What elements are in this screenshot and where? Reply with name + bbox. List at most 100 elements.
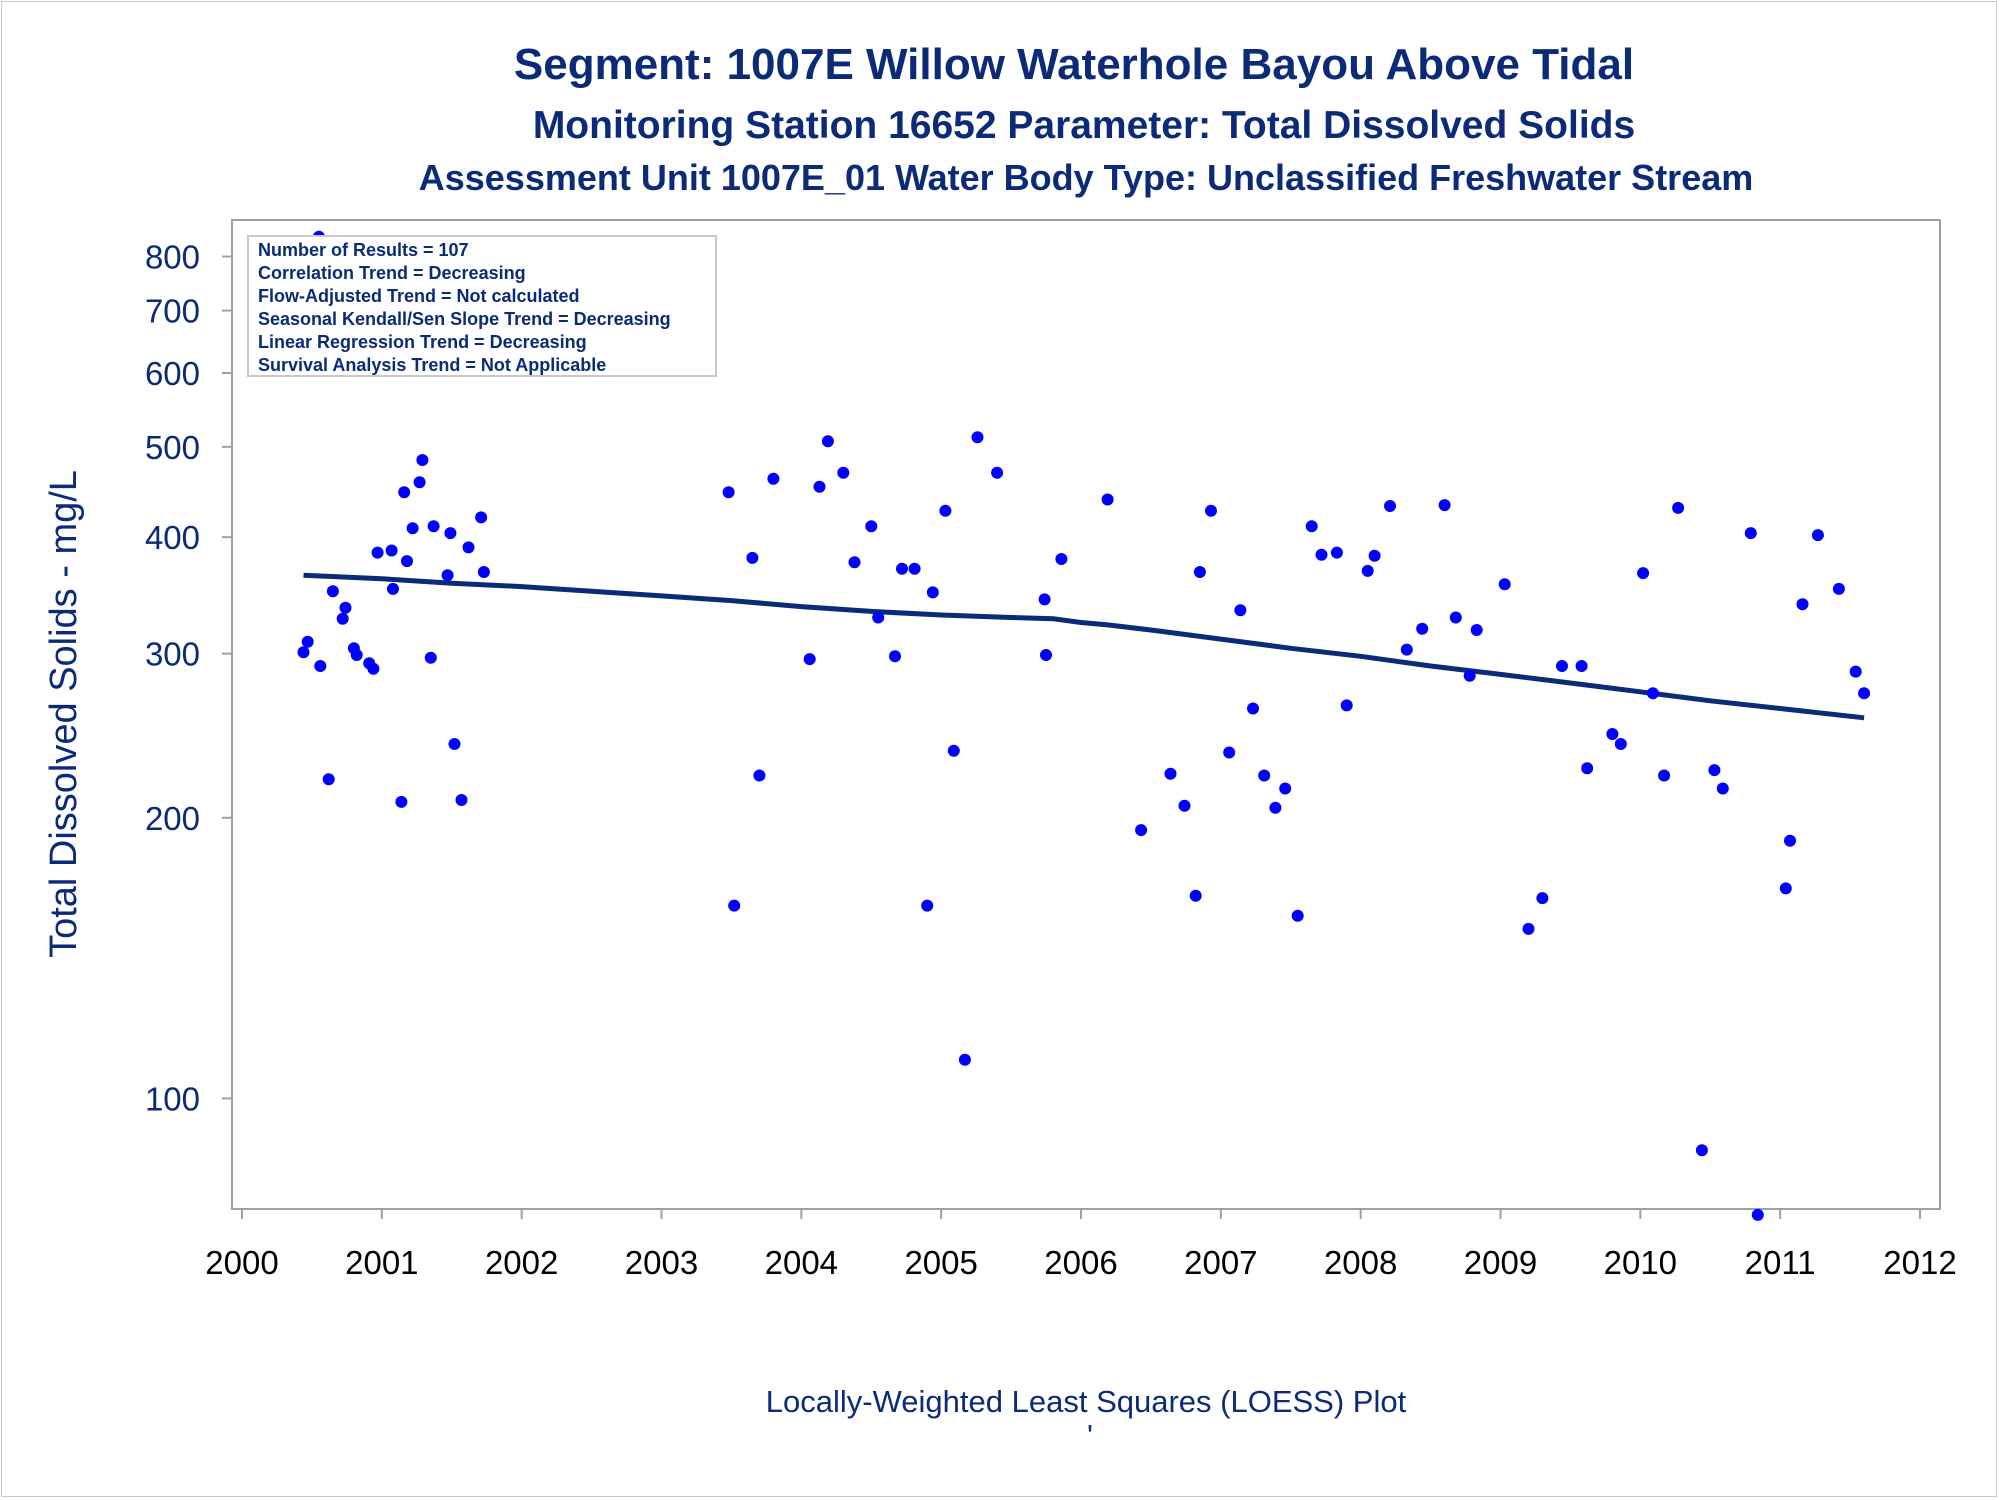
data-point [387,582,399,595]
x-tick-label: 2000 [205,1244,278,1281]
data-point [1234,604,1247,617]
data-point [455,794,468,806]
data-point [728,899,741,912]
data-point [767,472,780,485]
x-tick-label: 2006 [1044,1244,1117,1281]
data-point [1606,728,1619,740]
data-point [336,612,349,625]
data-point [1135,824,1148,837]
data-point [1055,553,1068,565]
data-point [1305,520,1318,533]
chart-subtitle-2: Assessment Unit 1007E_01 Water Body Type… [419,157,1754,198]
data-point [1744,527,1757,540]
data-point [350,649,363,661]
data-point [401,555,413,568]
data-point [1101,493,1114,506]
data-point [1400,643,1413,656]
data-point [1247,702,1259,715]
data-point [921,899,934,912]
x-tick-label: 2012 [1883,1244,1956,1281]
data-point [1193,566,1206,578]
data-point [1498,578,1511,591]
data-point [371,546,384,559]
stats-line-flow-adjusted: Flow-Adjusted Trend = Not calculated [258,286,580,306]
data-point [339,601,352,614]
data-point [939,504,952,517]
data-point [448,738,461,750]
y-tick-label: 600 [145,355,200,392]
plot-area [231,219,1941,1210]
data-point [427,520,440,533]
data-point [947,744,960,757]
data-point [1658,769,1671,782]
data-point [803,653,816,666]
data-point [301,635,314,648]
x-tick-label: 2002 [485,1244,558,1281]
data-point [971,431,984,444]
stats-line-survival: Survival Analysis Trend = Not Applicable [258,355,606,375]
y-axis-label: Total Dissolved Solids - mg/L [43,470,85,958]
data-point [1178,799,1191,812]
y-tick-label: 800 [145,239,200,276]
y-tick-label: 200 [145,800,200,837]
chart-subtitle: Monitoring Station 16652 Parameter: Tota… [533,104,1635,147]
data-point [872,611,885,624]
footnote-mark: ' [1087,1418,1093,1453]
data-point [1779,882,1792,895]
data-point [1858,687,1871,700]
data-point [413,476,426,489]
data-point [889,650,901,663]
data-point [1340,699,1353,712]
data-point [1849,665,1862,678]
data-point [444,527,457,540]
data-point [813,480,826,493]
data-point [416,454,429,466]
points-layer [297,230,1871,1221]
data-point [406,522,419,535]
data-point [1556,660,1568,672]
data-point [991,466,1004,479]
y-tick-label: 500 [145,429,200,466]
data-point [1463,669,1476,682]
chart-footnote: Locally-Weighted Least Squares (LOESS) P… [766,1384,1407,1419]
data-point [958,1053,971,1066]
data-point [1522,922,1535,935]
data-point [314,660,327,672]
data-point [865,520,878,533]
stats-line-seasonal-kendall: Seasonal Kendall/Sen Slope Trend = Decre… [258,309,671,329]
data-point [1751,1208,1764,1221]
data-point [398,486,411,499]
y-tick-label: 300 [145,636,200,673]
data-point [1038,593,1051,606]
trend-layer [303,572,1865,721]
data-point [837,466,850,479]
data-point [746,551,759,564]
data-point [1637,567,1650,580]
data-point [1784,834,1796,847]
data-point [1361,564,1374,577]
chart-title: Segment: 1007E Willow Waterhole Bayou Ab… [514,40,1634,89]
data-point [1716,782,1729,795]
data-point [896,562,908,575]
y-tick-label: 700 [145,293,200,330]
data-point [1695,1144,1708,1157]
data-point [1470,624,1483,636]
y-tick-label: 100 [145,1080,200,1117]
data-point [462,541,475,554]
loess-trend-line [303,572,1865,721]
x-tick-label: 2011 [1745,1244,1816,1281]
data-point [1581,762,1594,775]
stats-box [247,235,717,377]
data-point [1330,546,1343,559]
x-tick-label: 2001 [345,1244,418,1281]
data-point [1832,582,1845,595]
data-point [322,773,335,786]
data-point [848,556,861,569]
data-point [1646,687,1659,700]
data-point [326,585,339,598]
data-point [1672,501,1685,514]
data-point [395,795,408,808]
data-point [477,566,490,578]
